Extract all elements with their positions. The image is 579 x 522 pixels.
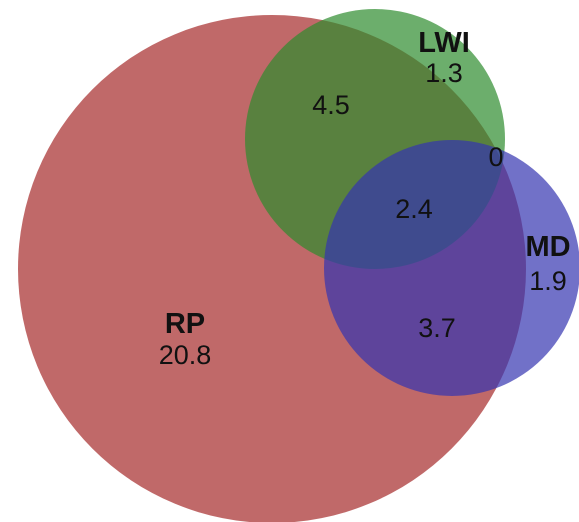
label-md-name: MD [525,231,570,263]
label-md-value: 1.9 [529,266,567,296]
label-rp-value: 20.8 [159,340,212,370]
label-lwi-md: 0 [488,142,503,172]
label-lwi-name: LWI [418,27,470,59]
label-rp-md: 3.7 [418,313,456,343]
label-lwi-value: 1.3 [425,58,463,88]
label-rp-lwi: 4.5 [312,90,350,120]
label-rp-name: RP [165,308,205,340]
circle-md [324,140,579,396]
label-rp-lwi-md: 2.4 [395,194,433,224]
